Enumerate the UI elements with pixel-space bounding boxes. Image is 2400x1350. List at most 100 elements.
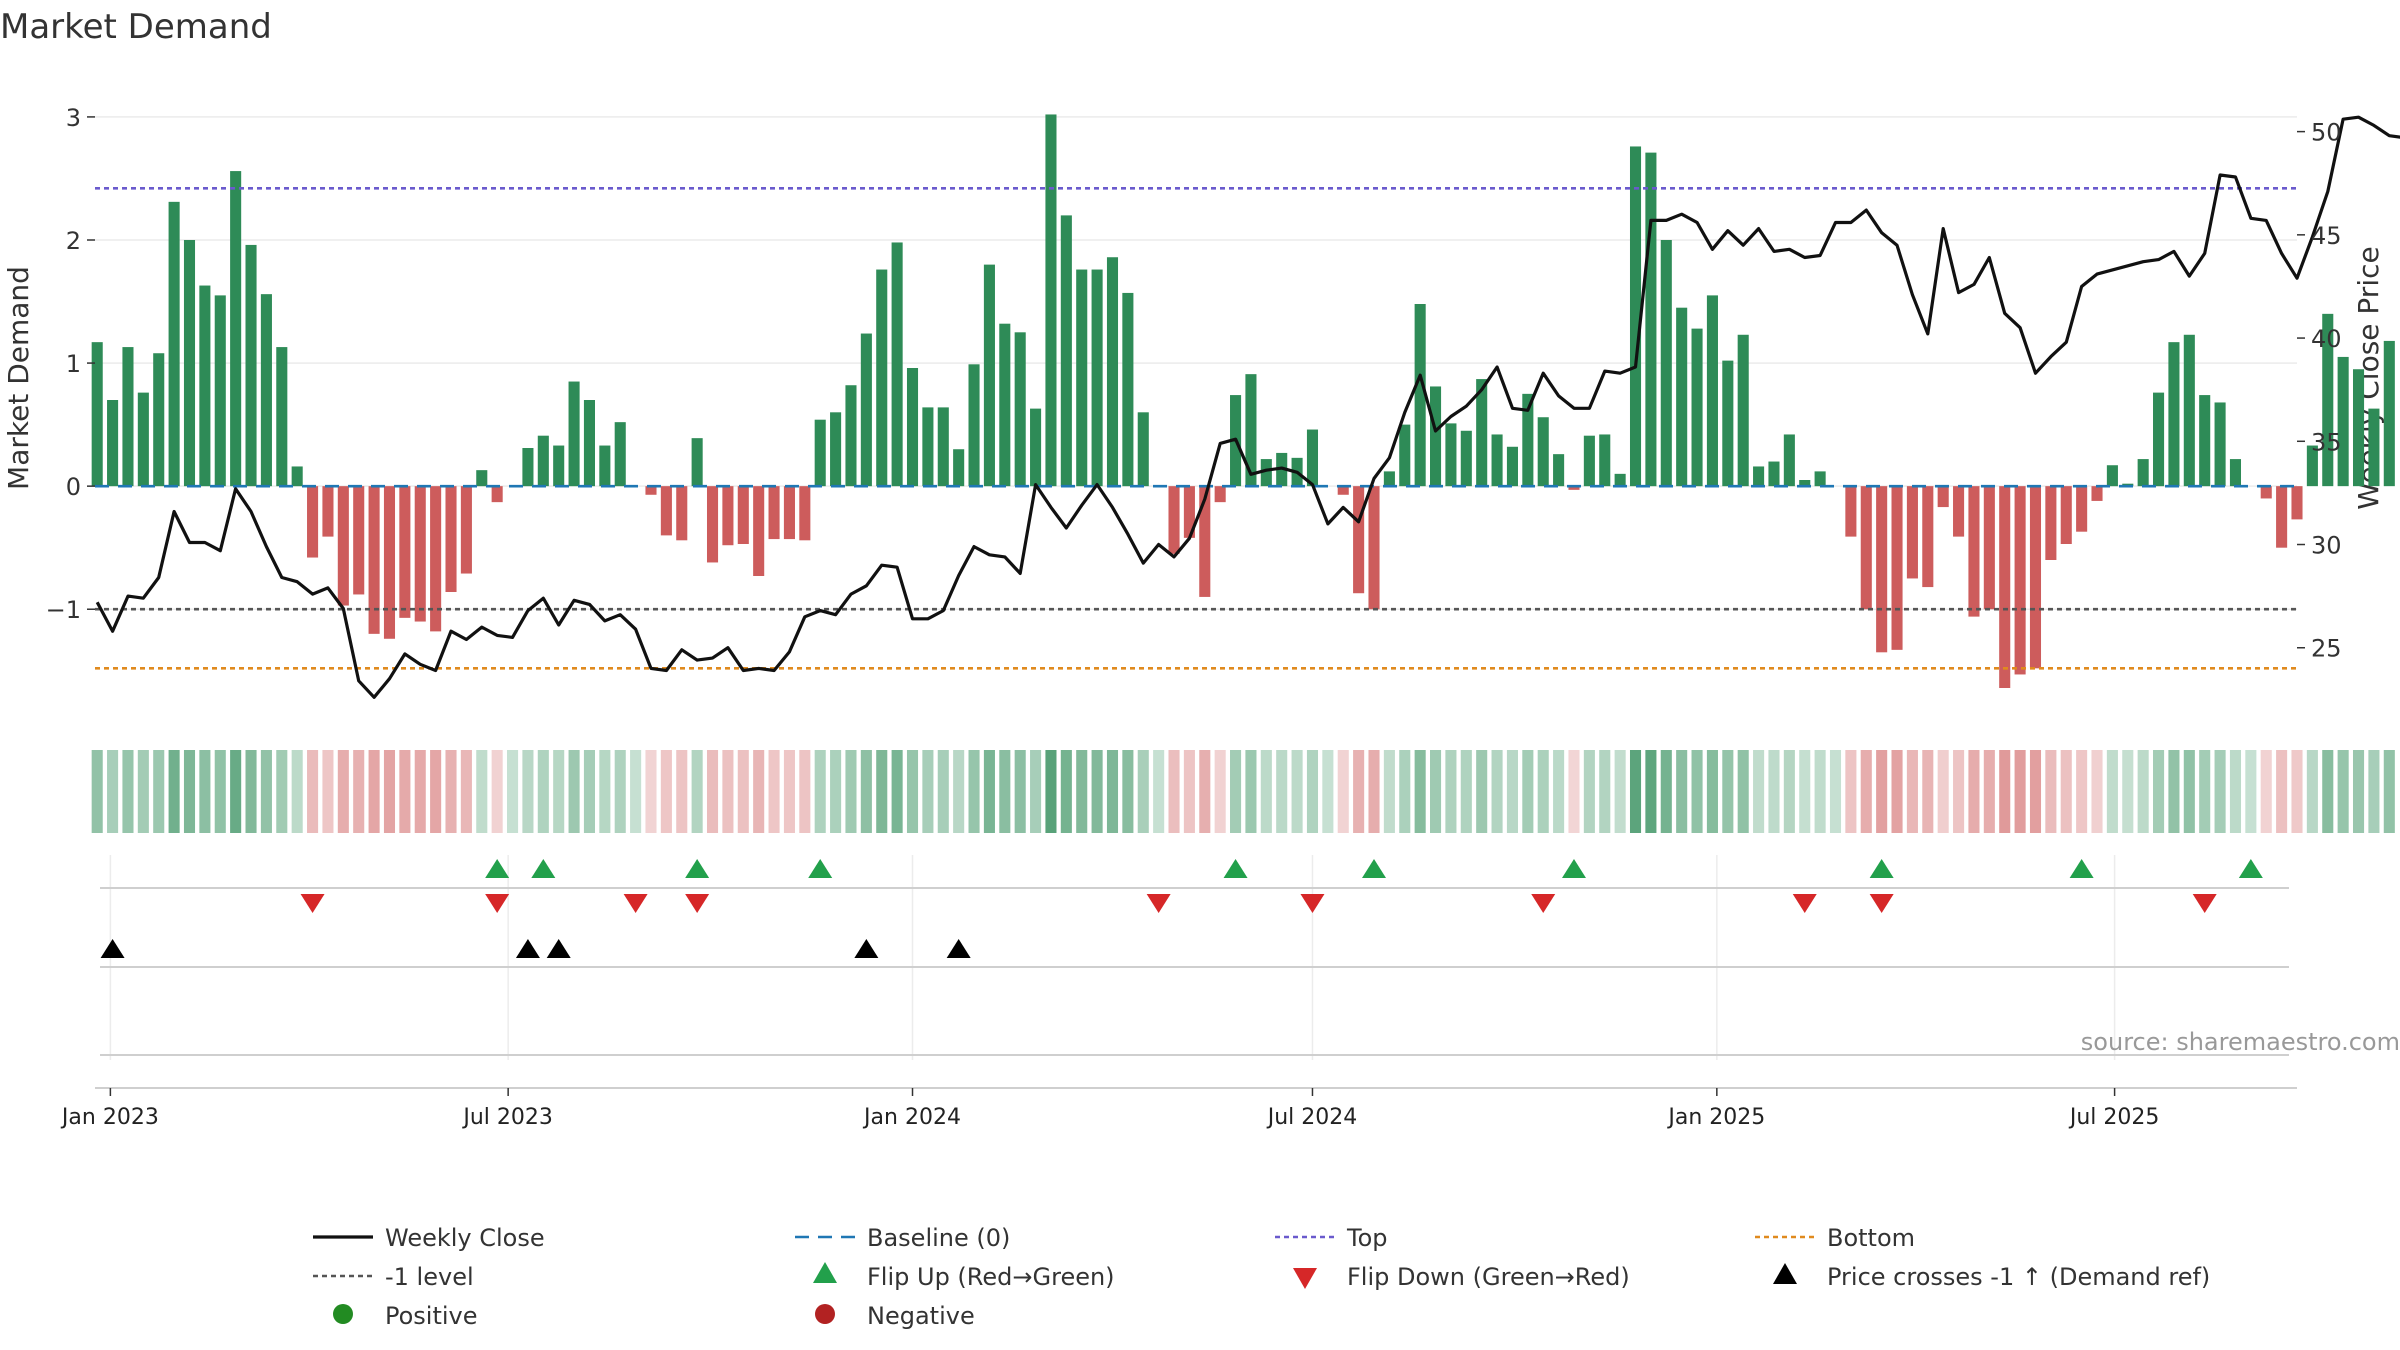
heat-cell — [1168, 750, 1180, 833]
demand-bar-positive — [1599, 434, 1611, 487]
legend-top-label: Top — [1346, 1224, 1388, 1252]
heat-cell — [2076, 750, 2088, 833]
flip-up-marker — [531, 859, 556, 878]
y-tick-label: 3 — [66, 104, 81, 132]
heat-cell — [1430, 750, 1442, 833]
demand-bar-positive — [91, 342, 103, 487]
demand-bar-negative — [491, 486, 503, 503]
heat-cell — [1245, 750, 1257, 833]
demand-bar-negative — [1199, 486, 1211, 597]
heat-cell — [1460, 750, 1472, 833]
flip-up-marker — [1362, 859, 1387, 878]
demand-bar-negative — [2045, 486, 2057, 560]
heat-cell — [1645, 750, 1657, 833]
legend-negative-dot — [815, 1304, 835, 1324]
heat-cell — [91, 750, 103, 833]
heat-cell — [183, 750, 196, 833]
demand-bar-positive — [1260, 459, 1272, 487]
legend-weekly-close-label: Weekly Close — [385, 1224, 545, 1252]
demand-bar-negative — [445, 486, 457, 592]
heat-cell — [983, 750, 995, 833]
demand-bar-positive — [983, 264, 995, 487]
heat-cell — [1383, 750, 1395, 833]
demand-bar-positive — [260, 294, 272, 487]
demand-bar-positive — [1137, 412, 1149, 487]
heat-cell — [1722, 750, 1734, 833]
heat-cell — [1568, 750, 1580, 833]
heat-cell — [2229, 750, 2242, 833]
flip-down-marker — [685, 894, 710, 913]
heat-cell — [460, 750, 472, 833]
heat-cell — [383, 750, 396, 833]
demand-bar-positive — [1537, 417, 1549, 487]
heat-cell — [814, 750, 826, 833]
heat-cell — [445, 750, 457, 833]
flip-down-marker — [1531, 894, 1556, 913]
chart-title: Market Demand — [0, 7, 272, 47]
demand-bar-positive — [2168, 342, 2180, 487]
heat-cell — [999, 750, 1011, 833]
demand-bar-positive — [1722, 360, 1734, 487]
legend-item-negative: Negative — [815, 1302, 975, 1330]
heat-cell — [676, 750, 688, 833]
legend-flip-up-label: Flip Up (Red→Green) — [867, 1263, 1115, 1291]
demand-bar-positive — [614, 422, 626, 487]
heat-cell — [1076, 750, 1088, 833]
heat-cell — [245, 750, 257, 833]
heat-cell — [2045, 750, 2057, 833]
demand-bar-positive — [245, 244, 257, 487]
demand-bar-negative — [783, 486, 795, 540]
heat-cell — [2091, 750, 2103, 833]
demand-bar-negative — [1999, 486, 2011, 688]
heat-cell — [260, 750, 272, 833]
heat-cell — [337, 750, 349, 833]
heat-cell — [2245, 750, 2257, 833]
heat-cell — [1030, 750, 1042, 833]
legend-price-cross-label: Price crosses -1 ↑ (Demand ref) — [1827, 1263, 2210, 1291]
demand-bar-positive — [1091, 269, 1103, 487]
heat-cell — [1491, 750, 1503, 833]
demand-bar-negative — [2076, 486, 2088, 532]
heat-cell — [2122, 750, 2134, 833]
heat-cell — [768, 750, 780, 833]
heat-cell — [2337, 750, 2349, 833]
demand-bar-negative — [430, 486, 442, 632]
heat-cell — [1306, 750, 1319, 833]
y2-tick-label: 25 — [2311, 635, 2342, 663]
demand-bar-positive — [1660, 240, 1672, 487]
demand-bar-positive — [1460, 430, 1472, 487]
demand-heat-strip — [91, 750, 2395, 833]
heat-cell — [1476, 750, 1488, 833]
legend-item-positive: Positive — [333, 1302, 478, 1330]
demand-bar-negative — [1891, 486, 1903, 650]
demand-bar-positive — [891, 242, 903, 487]
heat-cell — [1091, 750, 1103, 833]
heat-cell — [1230, 750, 1242, 833]
legend-positive-label: Positive — [385, 1302, 478, 1330]
demand-bar-negative — [1368, 486, 1380, 610]
flip-up-marker — [685, 859, 710, 878]
flip-down-marker — [2192, 894, 2217, 913]
demand-bar-positive — [2229, 459, 2242, 487]
demand-bar-positive — [2383, 340, 2395, 487]
heat-cell — [1291, 750, 1303, 833]
x-axis-ticks: Jan 2023 Jul 2023 Jan 2024 Jul 2024 Jan 2025… — [60, 1088, 2159, 1130]
demand-bar-negative — [1337, 486, 1349, 495]
y2-tick-label: 40 — [2311, 325, 2342, 353]
heat-cell — [630, 750, 642, 833]
demand-bar-positive — [1753, 466, 1765, 487]
heat-cell — [2060, 750, 2072, 833]
demand-bar-positive — [1737, 334, 1749, 487]
heat-cell — [922, 750, 934, 833]
demand-bar-positive — [230, 171, 242, 487]
heat-cell — [722, 750, 734, 833]
legend-item-minus-one: -1 level — [313, 1263, 474, 1291]
heat-cell — [2214, 750, 2226, 833]
heat-cell — [830, 750, 842, 833]
heat-cell — [953, 750, 965, 833]
heat-cell — [2368, 750, 2380, 833]
heat-cell — [1614, 750, 1626, 833]
flip-down-marker — [1792, 894, 1817, 913]
heat-cell — [2106, 750, 2118, 833]
demand-bar-positive — [1045, 114, 1057, 487]
